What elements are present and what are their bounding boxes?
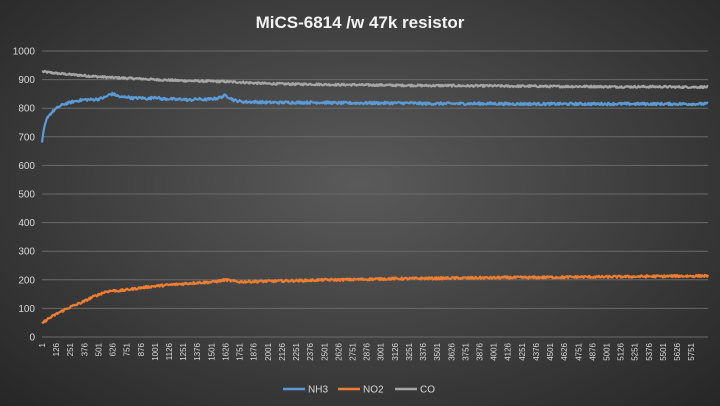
legend-label-no2: NO2 xyxy=(363,385,384,396)
legend: NH3 NO2 CO xyxy=(283,385,435,396)
x-tick-label: 2001 xyxy=(264,342,273,360)
x-tick-label: 3751 xyxy=(461,342,470,360)
x-tick-label: 1 xyxy=(38,342,47,347)
gridlines xyxy=(42,50,708,338)
x-tick-label: 2876 xyxy=(363,342,372,360)
x-tick-label: 2751 xyxy=(348,342,357,360)
y-tick-label: 100 xyxy=(18,304,35,315)
x-axis: 1 126 251 376 501 626 751 876 1001 1126 1251 1376 15… xyxy=(38,342,696,360)
y-tick-label: 800 xyxy=(18,104,35,115)
x-tick-label: 4876 xyxy=(588,342,597,360)
y-tick-label: 200 xyxy=(18,275,35,286)
x-tick-label: 3876 xyxy=(475,342,484,360)
x-tick-label: 251 xyxy=(66,342,75,356)
chart-title: MiCS-6814 /w 47k resistor xyxy=(256,13,465,32)
x-tick-label: 5251 xyxy=(631,342,640,360)
x-tick-label: 3376 xyxy=(419,342,428,360)
x-tick-label: 376 xyxy=(80,342,89,356)
x-tick-label: 876 xyxy=(137,342,146,356)
y-tick-label: 300 xyxy=(18,247,35,258)
x-tick-label: 3126 xyxy=(391,342,400,360)
legend-label-nh3: NH3 xyxy=(308,385,328,396)
series-line-no2 xyxy=(41,273,710,325)
legend-label-co: CO xyxy=(420,385,435,396)
y-tick-label: 600 xyxy=(18,161,35,172)
x-tick-label: 3501 xyxy=(433,342,442,360)
x-tick-label: 1376 xyxy=(193,342,202,360)
x-tick-label: 1501 xyxy=(207,342,216,360)
y-tick-label: 0 xyxy=(29,333,35,344)
x-tick-label: 1751 xyxy=(236,342,245,360)
y-tick-label: 700 xyxy=(18,132,35,143)
series-line-nh3 xyxy=(40,91,709,143)
x-tick-label: 2376 xyxy=(306,342,315,360)
x-tick-label: 4126 xyxy=(504,342,513,360)
series-lines xyxy=(40,69,710,325)
x-tick-label: 2251 xyxy=(292,342,301,360)
x-tick-label: 4751 xyxy=(574,342,583,360)
x-tick-label: 751 xyxy=(123,342,132,356)
x-tick-label: 5001 xyxy=(603,342,612,360)
y-tick-label: 500 xyxy=(18,190,35,201)
x-tick-label: 4001 xyxy=(490,342,499,360)
x-tick-label: 5501 xyxy=(659,342,668,360)
x-tick-label: 1126 xyxy=(165,342,174,360)
x-tick-label: 5626 xyxy=(673,342,682,360)
x-tick-label: 2126 xyxy=(278,342,287,360)
series-line-co xyxy=(41,69,709,90)
x-tick-label: 1001 xyxy=(151,342,160,360)
x-tick-label: 126 xyxy=(52,342,61,356)
x-tick-label: 3001 xyxy=(377,342,386,360)
x-tick-label: 3626 xyxy=(447,342,456,360)
x-tick-label: 1251 xyxy=(179,342,188,360)
x-tick-label: 1876 xyxy=(250,342,259,360)
x-tick-label: 3251 xyxy=(405,342,414,360)
x-tick-label: 4501 xyxy=(546,342,555,360)
x-tick-label: 626 xyxy=(109,342,118,356)
y-tick-label: 900 xyxy=(18,75,35,86)
x-tick-label: 4376 xyxy=(532,342,541,360)
x-tick-label: 5751 xyxy=(687,342,696,360)
x-tick-label: 5376 xyxy=(645,342,654,360)
x-tick-label: 5126 xyxy=(617,342,626,360)
y-tick-label: 1000 xyxy=(13,47,36,58)
x-tick-label: 4251 xyxy=(518,342,527,360)
y-tick-label: 400 xyxy=(18,218,35,229)
x-tick-label: 2626 xyxy=(334,342,343,360)
y-axis: 0 100 200 300 400 500 600 700 800 900 1000 xyxy=(13,47,36,344)
x-tick-label: 4626 xyxy=(560,342,569,360)
x-tick-label: 501 xyxy=(94,342,103,356)
x-tick-label: 1626 xyxy=(221,342,230,360)
x-tick-label: 2501 xyxy=(320,342,329,360)
